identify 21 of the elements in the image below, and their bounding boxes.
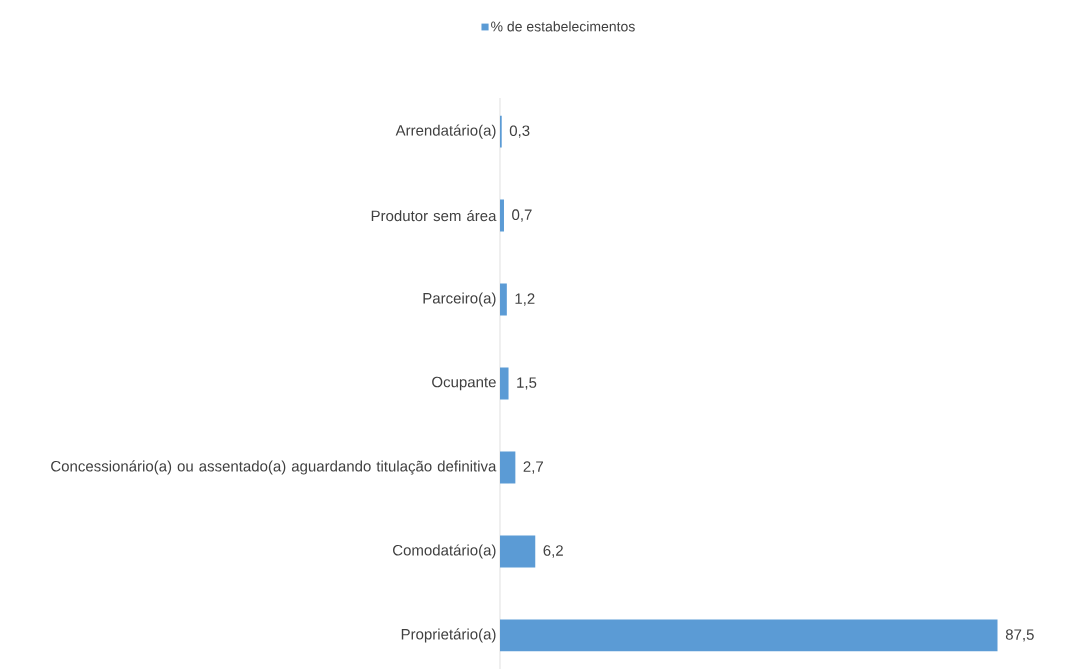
y-tick-label: Arrendatário(a) <box>395 124 496 139</box>
y-tick-label: Concessionário(a) ou assentado(a) aguardando titulação definitiva <box>51 460 497 475</box>
data-label: 6,2 <box>543 545 563 558</box>
bar <box>500 199 504 232</box>
data-label: 0,7 <box>512 209 532 222</box>
legend-label: % de estabelecimentos <box>491 21 635 32</box>
bar <box>500 535 536 568</box>
data-label: 2,7 <box>523 461 543 474</box>
y-tick-label: Proprietário(a) <box>401 628 496 643</box>
bar <box>500 619 998 652</box>
y-tick-label: Ocupante <box>432 376 496 391</box>
bar <box>500 451 516 484</box>
bar <box>500 367 509 400</box>
data-label: 87,5 <box>1005 629 1034 642</box>
y-tick-label: Parceiro(a) <box>423 292 496 307</box>
data-label: 1,2 <box>515 293 535 306</box>
y-tick-label: Produtor sem área <box>371 209 497 222</box>
bar <box>500 283 507 316</box>
y-tick-label: Comodatário(a) <box>393 544 496 559</box>
data-label: 0,3 <box>509 125 530 138</box>
data-label: 1,5 <box>517 377 537 390</box>
